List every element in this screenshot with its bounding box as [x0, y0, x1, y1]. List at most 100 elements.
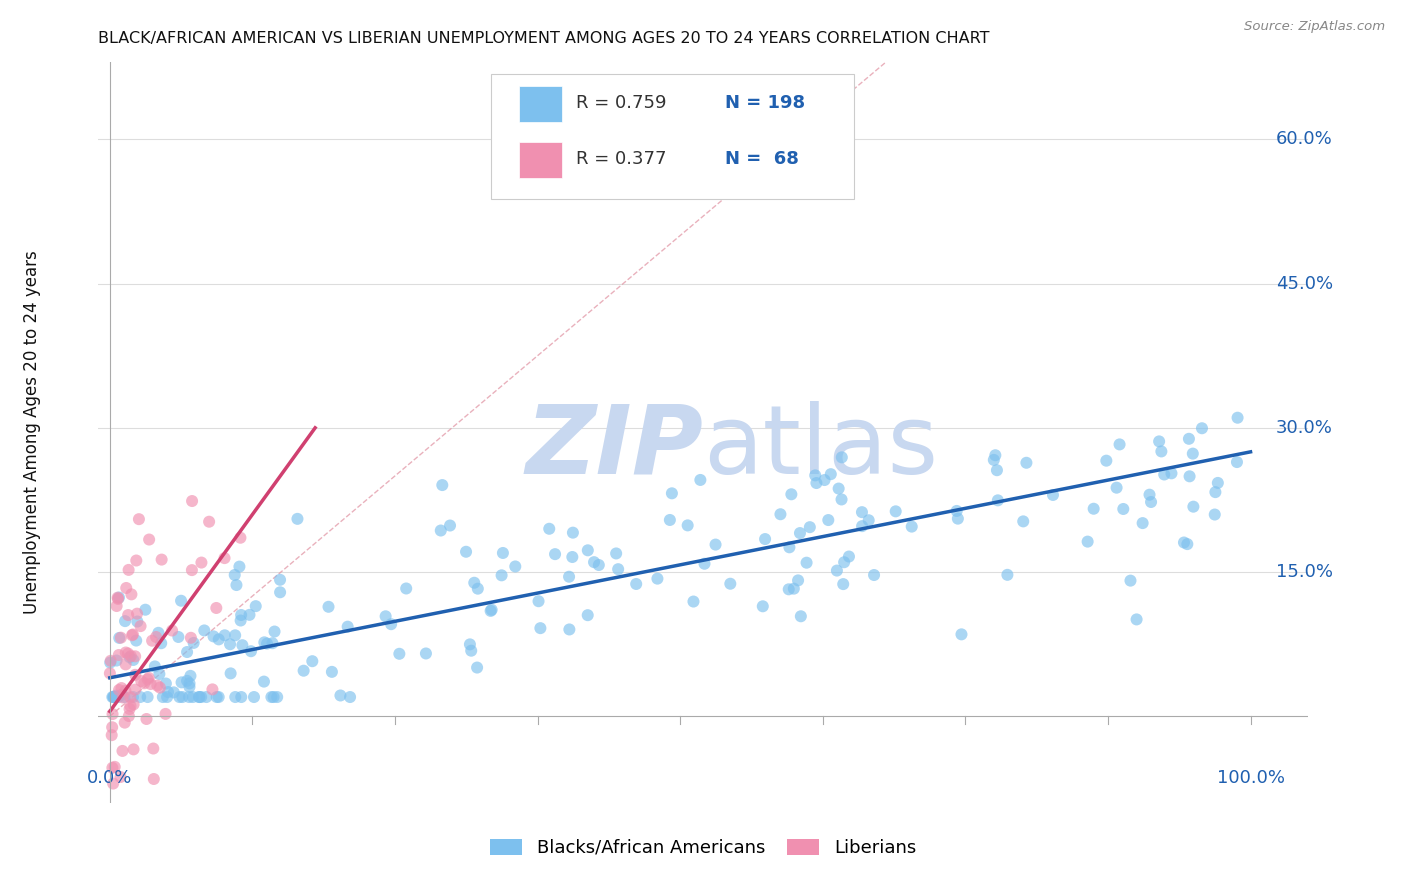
Point [208, 632, 231, 647]
Point [179, 676, 201, 690]
Point [529, 621, 551, 635]
Point [114, 614, 136, 628]
Point [1112, 502, 1135, 516]
Point [125, 633, 148, 648]
Point [224, 628, 246, 642]
Point [107, 591, 129, 605]
Point [693, 557, 716, 571]
Point [129, 619, 152, 633]
Point [704, 538, 727, 552]
Point [1206, 475, 1229, 490]
Point [105, 654, 128, 668]
Point [134, 603, 156, 617]
Point [183, 636, 205, 650]
Point [104, 690, 127, 704]
Point [170, 675, 193, 690]
Point [138, 671, 160, 685]
Point [796, 556, 818, 570]
Point [224, 568, 246, 582]
FancyBboxPatch shape [492, 73, 855, 200]
Point [263, 624, 285, 639]
Point [467, 582, 489, 596]
Point [266, 690, 288, 704]
Point [820, 467, 842, 482]
Point [115, 581, 138, 595]
Point [415, 647, 437, 661]
Legend: Blacks/African Americans, Liberians: Blacks/African Americans, Liberians [482, 831, 924, 864]
Point [1226, 410, 1249, 425]
Text: 60.0%: 60.0% [1275, 130, 1333, 148]
Point [827, 482, 849, 496]
Point [135, 712, 157, 726]
Point [101, 690, 124, 704]
Point [946, 511, 969, 525]
Point [176, 645, 198, 659]
Point [114, 646, 136, 660]
Point [1105, 481, 1128, 495]
Point [104, 689, 127, 703]
Point [1140, 495, 1163, 509]
Point [321, 665, 343, 679]
Point [229, 531, 252, 545]
Point [146, 679, 169, 693]
Point [180, 563, 202, 577]
Point [624, 577, 647, 591]
Point [145, 630, 167, 644]
Point [120, 698, 142, 713]
Point [769, 508, 792, 522]
Point [950, 627, 973, 641]
Point [107, 648, 129, 662]
Point [754, 532, 776, 546]
Point [111, 690, 134, 705]
Point [479, 604, 502, 618]
Point [374, 609, 396, 624]
Text: 45.0%: 45.0% [1275, 275, 1333, 293]
Point [122, 653, 145, 667]
Point [111, 688, 134, 702]
Point [538, 522, 561, 536]
Point [101, 707, 124, 722]
Point [229, 614, 252, 628]
Point [1095, 453, 1118, 467]
Point [125, 607, 148, 621]
Point [1160, 467, 1182, 481]
Point [558, 570, 581, 584]
Point [945, 504, 967, 518]
Point [789, 526, 811, 541]
Point [127, 615, 149, 629]
Point [125, 553, 148, 567]
Point [463, 575, 485, 590]
Point [336, 620, 359, 634]
Point [245, 599, 267, 614]
Point [783, 582, 806, 596]
Point [900, 519, 922, 533]
Point [136, 690, 159, 704]
Text: 30.0%: 30.0% [1275, 419, 1333, 437]
Point [141, 633, 163, 648]
Point [832, 577, 855, 591]
Point [108, 631, 131, 645]
Point [111, 744, 134, 758]
Point [112, 690, 135, 704]
Point [120, 690, 142, 705]
Point [110, 770, 132, 784]
Text: Unemployment Among Ages 20 to 24 years: Unemployment Among Ages 20 to 24 years [22, 251, 41, 615]
Point [128, 512, 150, 526]
Point [832, 555, 855, 569]
Point [118, 702, 141, 716]
Point [263, 690, 285, 704]
Point [176, 673, 198, 688]
Point [1083, 501, 1105, 516]
Point [201, 682, 224, 697]
Point [752, 599, 775, 614]
Point [167, 630, 190, 644]
Point [527, 594, 550, 608]
Point [219, 637, 242, 651]
Text: 100.0%: 100.0% [1216, 769, 1285, 787]
Point [114, 683, 136, 698]
Point [986, 463, 1008, 477]
Text: atlas: atlas [703, 401, 938, 494]
Point [858, 513, 880, 527]
Point [984, 448, 1007, 462]
Point [198, 515, 221, 529]
